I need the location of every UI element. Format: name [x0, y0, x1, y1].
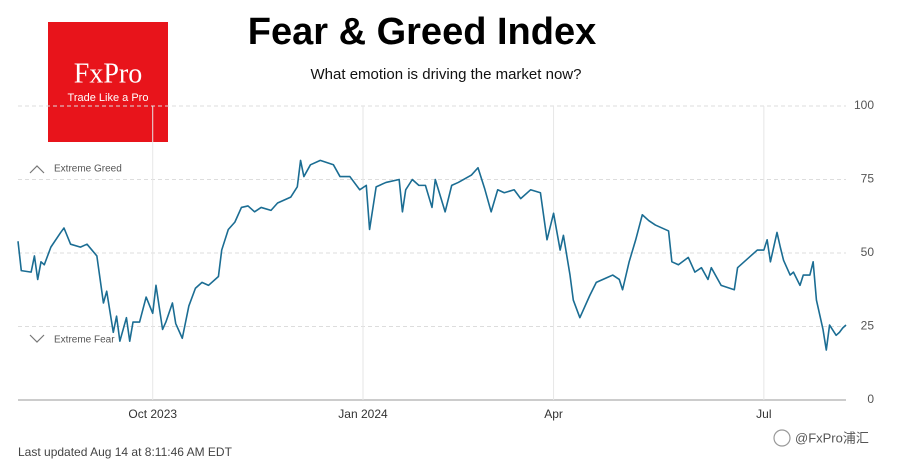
x-tick-label: Jul — [756, 407, 771, 421]
x-tick-label: Apr — [544, 407, 563, 421]
footer: Last updated Aug 14 at 8:11:46 AM EDT — [18, 445, 233, 459]
y-tick-label: 75 — [861, 172, 875, 186]
annotation: Extreme Greed — [54, 164, 122, 175]
annotation: Extreme Fear — [54, 335, 115, 346]
chart-title: Fear & Greed Index — [248, 11, 596, 53]
greed-chevron — [29, 165, 45, 174]
y-tick-label: 50 — [861, 245, 875, 259]
y-tick-label: 0 — [867, 392, 874, 406]
x-tick-label: Jan 2024 — [338, 407, 388, 421]
watermark-icon — [773, 429, 791, 447]
logo-box — [48, 22, 168, 142]
x-tick-label: Oct 2023 — [128, 407, 177, 421]
y-tick-label: 25 — [861, 319, 875, 333]
fear-chevron — [29, 334, 45, 343]
chart-subtitle: What emotion is driving the market now? — [311, 66, 582, 83]
logo-tagline: Trade Like a Pro — [68, 92, 149, 104]
logo-name: FxPro — [74, 58, 142, 89]
y-tick-label: 100 — [854, 98, 874, 112]
line — [17, 159, 847, 351]
watermark: @FxPro浦汇 — [795, 430, 869, 445]
